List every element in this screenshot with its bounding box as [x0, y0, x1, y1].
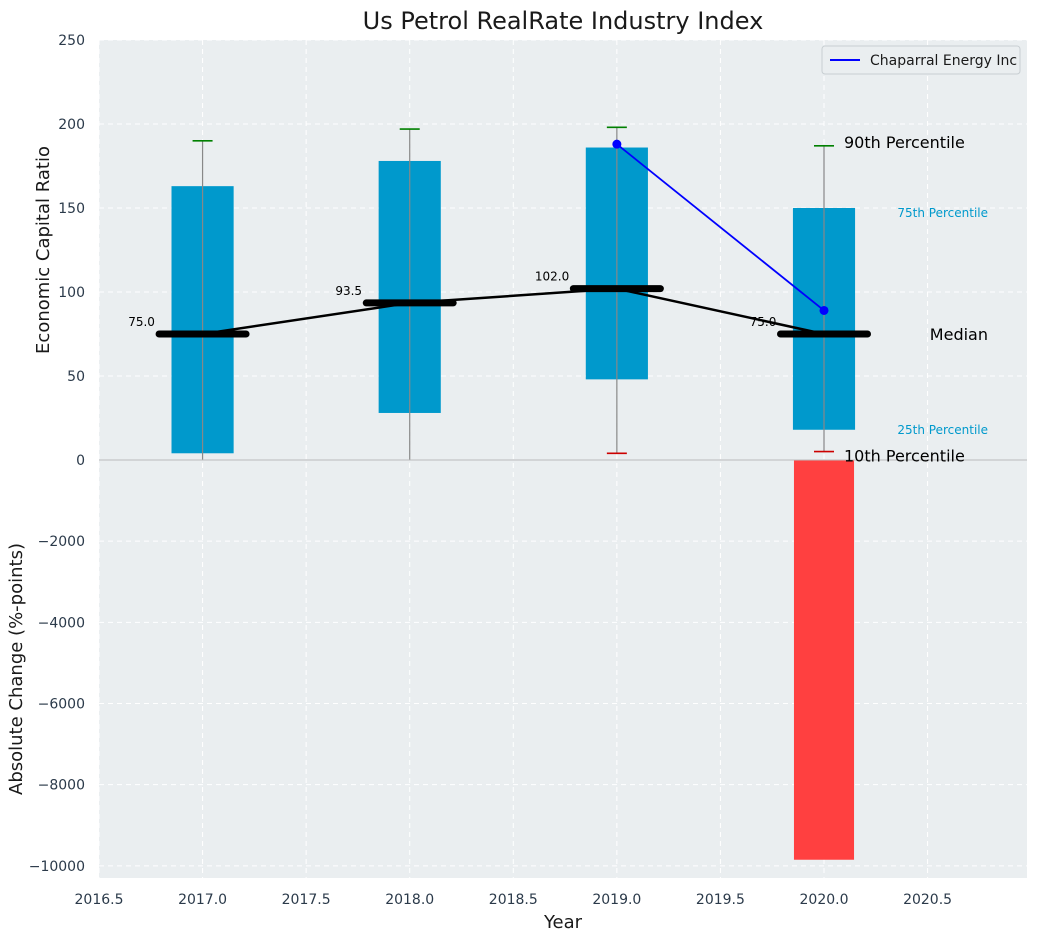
bottom-plot-area	[99, 460, 1027, 878]
top-y-tick-label: 50	[67, 369, 85, 385]
legend-entry-chaparral: Chaparral Energy Inc	[870, 53, 1017, 69]
x-tick-label: 2019.0	[592, 892, 641, 908]
annotation-75th-percentile: 75th Percentile	[897, 206, 988, 220]
top-y-tick-label: 0	[76, 453, 85, 469]
x-axis-label: Year	[543, 912, 583, 933]
chart-marks	[99, 126, 1027, 860]
x-tick-label: 2016.5	[75, 892, 124, 908]
legend-box	[821, 45, 1021, 75]
median-value-label-2020: 75.0	[750, 315, 777, 329]
median-value-label-2019: 102.0	[535, 270, 569, 284]
legend: Chaparral Energy Inc	[821, 45, 1021, 75]
x-tick-label: 2018.0	[385, 892, 434, 908]
company-series-line	[616, 143, 825, 312]
company-series-point	[612, 139, 622, 149]
top-y-tick-label: 250	[58, 33, 85, 49]
top-plot-area	[99, 40, 1027, 460]
bottom-y-tick-label: −2000	[38, 534, 85, 550]
annotation-90th-percentile: 90th Percentile	[844, 133, 965, 152]
top-y-tick-label: 150	[58, 201, 85, 217]
bottom-y-axis-label: Absolute Change (%-points)	[6, 543, 27, 795]
chart-labels: 2016.5 2017.0 2017.5 2018.0 2018.5 2019.0 2019…	[29, 33, 988, 908]
x-tick-label: 2017.5	[282, 892, 331, 908]
x-tick-label: 2018.5	[489, 892, 538, 908]
top-y-tick-label: 100	[58, 285, 85, 301]
annotation-25th-percentile: 25th Percentile	[897, 423, 988, 437]
median-value-label-2017: 75.0	[128, 315, 155, 329]
bottom-y-tick-label: −6000	[38, 696, 85, 712]
x-tick-label: 2020.5	[903, 892, 952, 908]
bottom-y-tick-label: −4000	[38, 615, 85, 631]
median-trend-line	[202, 287, 825, 336]
bottom-y-tick-label: −10000	[29, 859, 85, 875]
company-series-point	[819, 305, 829, 315]
x-tick-label: 2020.0	[800, 892, 849, 908]
annotation-10th-percentile: 10th Percentile	[844, 447, 965, 466]
median-value-label-2018: 93.5	[335, 284, 362, 298]
bottom-y-tick-label: −8000	[38, 778, 85, 794]
chart-title: Us Petrol RealRate Industry Index	[363, 7, 764, 35]
change-bar-2020	[793, 460, 855, 860]
annotation-median: Median	[930, 325, 988, 344]
top-y-tick-label: 200	[58, 117, 85, 133]
top-y-axis-label: Economic Capital Ratio	[33, 146, 54, 354]
x-tick-label: 2017.0	[178, 892, 227, 908]
x-tick-label: 2019.5	[696, 892, 745, 908]
